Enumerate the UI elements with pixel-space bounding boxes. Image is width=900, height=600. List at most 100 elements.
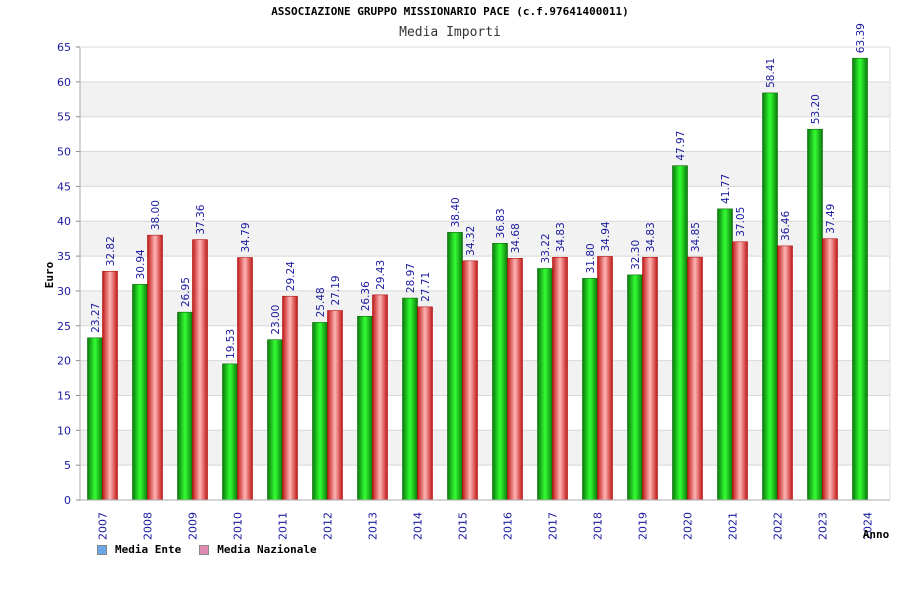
x-tick-label: 2013 <box>367 512 380 540</box>
bar-media-ente <box>492 243 508 501</box>
bar-media-nazionale <box>327 310 343 501</box>
bar-media-ente <box>537 268 553 501</box>
y-tick-label: 55 <box>57 111 71 124</box>
data-label: 34.68 <box>510 223 522 253</box>
bar-media-ente <box>852 57 868 501</box>
bar-media-nazionale <box>507 258 523 501</box>
x-tick-label: 2016 <box>502 512 515 540</box>
data-label: 37.49 <box>825 204 837 234</box>
x-tick-label: 2014 <box>412 512 425 540</box>
bar-media-nazionale <box>462 260 478 501</box>
plot-bands <box>80 47 890 500</box>
data-label: 30.94 <box>135 249 147 279</box>
chart-title: ASSOCIAZIONE GRUPPO MISSIONARIO PACE (c.… <box>271 5 629 18</box>
bar-media-ente <box>717 208 733 501</box>
data-label: 34.83 <box>555 222 567 252</box>
data-label: 31.80 <box>585 243 597 273</box>
plot-band <box>80 290 890 326</box>
y-tick-label: 45 <box>57 180 71 193</box>
bar-media-ente <box>447 232 463 501</box>
plot-band <box>80 186 890 222</box>
legend-item-media-ente: Media Ente <box>97 543 181 556</box>
x-tick-label: 2020 <box>682 512 695 540</box>
y-tick-label: 30 <box>57 285 71 298</box>
plot-band <box>80 256 890 291</box>
bar-media-nazionale <box>147 234 163 501</box>
x-tick-label: 2017 <box>547 512 560 540</box>
legend-swatch-media-nazionale <box>199 544 210 555</box>
plot-band <box>80 81 890 117</box>
x-tick-label: 2007 <box>97 512 110 540</box>
data-label: 27.71 <box>420 272 432 302</box>
bar-media-ente <box>312 322 328 501</box>
x-tick-label: 2018 <box>592 512 605 540</box>
y-tick-label: 25 <box>57 320 71 333</box>
bar-media-ente <box>132 284 148 501</box>
bar-media-nazionale <box>597 256 613 501</box>
y-tick-label: 60 <box>57 76 71 89</box>
bar-media-nazionale <box>642 256 658 501</box>
y-tick-label: 35 <box>57 250 71 263</box>
bar-media-ente <box>357 315 373 501</box>
y-tick-label: 5 <box>64 459 71 472</box>
bar-media-nazionale <box>372 294 388 501</box>
x-tick-label: 2009 <box>187 512 200 540</box>
data-label: 27.19 <box>330 275 342 305</box>
data-label: 38.00 <box>150 200 162 230</box>
data-label: 32.82 <box>105 236 117 266</box>
plot-band <box>80 325 890 361</box>
bar-media-nazionale <box>552 256 568 501</box>
bar-media-ente <box>267 339 283 501</box>
chart-subtitle: Media Importi <box>399 25 501 40</box>
data-label: 53.20 <box>810 94 822 124</box>
axes: 0 5 10 15 20 25 30 35 40 45 50 55 60 65 2007 2008 2009 20… <box>57 41 891 540</box>
y-tick-label: 15 <box>57 389 71 402</box>
x-tick-label: 2008 <box>142 512 155 540</box>
plot-band <box>80 360 890 396</box>
y-tick-label: 50 <box>57 146 71 159</box>
data-label: 36.46 <box>780 211 792 241</box>
data-label: 29.43 <box>375 260 387 290</box>
y-axis-label: Euro <box>43 261 56 288</box>
data-label: 34.85 <box>690 222 702 252</box>
x-tick-label: 2023 <box>817 512 830 540</box>
data-label: 37.05 <box>735 207 747 237</box>
data-label: 25.48 <box>315 287 327 317</box>
x-tick-label: 2022 <box>772 512 785 540</box>
bar-media-ente <box>807 128 823 501</box>
legend: Media Ente Media Nazionale <box>97 543 317 556</box>
y-tick-label: 65 <box>57 41 71 54</box>
data-label: 19.53 <box>225 329 237 359</box>
data-label: 23.00 <box>270 305 282 335</box>
data-label: 28.97 <box>405 263 417 293</box>
bar-media-ente <box>87 337 103 501</box>
plot-band <box>80 465 890 500</box>
data-label: 38.40 <box>450 197 462 227</box>
data-label: 34.79 <box>240 222 252 252</box>
bar-media-nazionale <box>732 241 748 501</box>
x-tick-label: 2015 <box>457 512 470 540</box>
data-label: 63.39 <box>855 23 867 53</box>
data-label: 37.36 <box>195 204 207 234</box>
bar-media-ente <box>402 297 418 501</box>
y-tick-label: 40 <box>57 215 71 228</box>
data-label: 32.30 <box>630 240 642 270</box>
bar-media-ente <box>177 311 193 501</box>
data-label: 41.77 <box>720 174 732 204</box>
plot-band <box>80 116 890 152</box>
bar-media-nazionale <box>687 256 703 501</box>
legend-item-media-nazionale: Media Nazionale <box>199 543 317 556</box>
data-label: 47.97 <box>675 131 687 161</box>
bars <box>87 57 868 501</box>
plot-band <box>80 151 890 187</box>
bar-media-nazionale <box>192 239 208 501</box>
plot-band <box>80 47 890 82</box>
data-label: 34.83 <box>645 222 657 252</box>
data-label: 29.24 <box>285 261 297 291</box>
legend-label-media-ente: Media Ente <box>115 543 182 556</box>
y-tick-label: 0 <box>64 494 71 507</box>
x-tick-label: 2011 <box>277 512 290 540</box>
data-labels: 23.27 32.82 30.94 38.00 26.95 37.36 19.53 34.79… <box>90 23 867 359</box>
plot-band <box>80 430 890 466</box>
